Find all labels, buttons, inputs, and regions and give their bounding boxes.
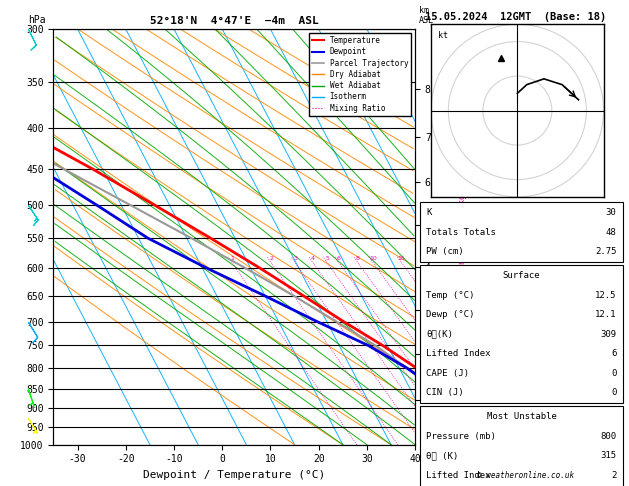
Text: CAPE (J): CAPE (J)	[426, 368, 469, 378]
Text: kt: kt	[438, 31, 448, 40]
Text: 800: 800	[600, 432, 616, 441]
Text: 2: 2	[611, 470, 616, 480]
Text: 15.05.2024  12GMT  (Base: 18): 15.05.2024 12GMT (Base: 18)	[425, 12, 606, 22]
Text: km
ASL: km ASL	[419, 6, 434, 25]
Text: 12.5: 12.5	[595, 291, 616, 300]
X-axis label: Dewpoint / Temperature (°C): Dewpoint / Temperature (°C)	[143, 470, 325, 480]
Text: Totals Totals: Totals Totals	[426, 227, 496, 237]
Text: 0: 0	[611, 368, 616, 378]
Text: 15: 15	[398, 256, 405, 260]
Text: Dewp (°C): Dewp (°C)	[426, 310, 475, 319]
Text: 12.1: 12.1	[595, 310, 616, 319]
Text: Surface: Surface	[503, 271, 540, 280]
Text: hPa: hPa	[28, 15, 46, 25]
Text: 5: 5	[325, 256, 329, 260]
Text: 2: 2	[269, 256, 273, 260]
Text: 309: 309	[600, 330, 616, 339]
Text: 315: 315	[600, 451, 616, 460]
Text: 8: 8	[356, 256, 360, 260]
Text: 4: 4	[311, 256, 315, 260]
Text: 1: 1	[230, 256, 234, 260]
Text: 0: 0	[611, 388, 616, 397]
Text: K: K	[426, 208, 432, 217]
Text: Most Unstable: Most Unstable	[486, 412, 557, 421]
Text: Mixing Ratio (g/kg): Mixing Ratio (g/kg)	[458, 190, 467, 284]
Text: LCL: LCL	[419, 453, 434, 462]
Text: CIN (J): CIN (J)	[426, 388, 464, 397]
Title: 52°18'N  4°47'E  −4m  ASL: 52°18'N 4°47'E −4m ASL	[150, 16, 319, 26]
Text: 6: 6	[337, 256, 341, 260]
Text: PW (cm): PW (cm)	[426, 247, 464, 256]
Text: 2.75: 2.75	[595, 247, 616, 256]
Text: 30: 30	[606, 208, 616, 217]
Text: 6: 6	[611, 349, 616, 358]
Text: 48: 48	[606, 227, 616, 237]
Text: θᴇ (K): θᴇ (K)	[426, 451, 459, 460]
Text: 10: 10	[369, 256, 377, 260]
Text: Pressure (mb): Pressure (mb)	[426, 432, 496, 441]
Legend: Temperature, Dewpoint, Parcel Trajectory, Dry Adiabat, Wet Adiabat, Isotherm, Mi: Temperature, Dewpoint, Parcel Trajectory…	[309, 33, 411, 116]
Text: Lifted Index: Lifted Index	[426, 349, 491, 358]
Text: θᴇ(K): θᴇ(K)	[426, 330, 454, 339]
Text: Temp (°C): Temp (°C)	[426, 291, 475, 300]
Text: 3: 3	[293, 256, 297, 260]
Text: © weatheronline.co.uk: © weatheronline.co.uk	[477, 471, 574, 480]
Text: Lifted Index: Lifted Index	[426, 470, 491, 480]
